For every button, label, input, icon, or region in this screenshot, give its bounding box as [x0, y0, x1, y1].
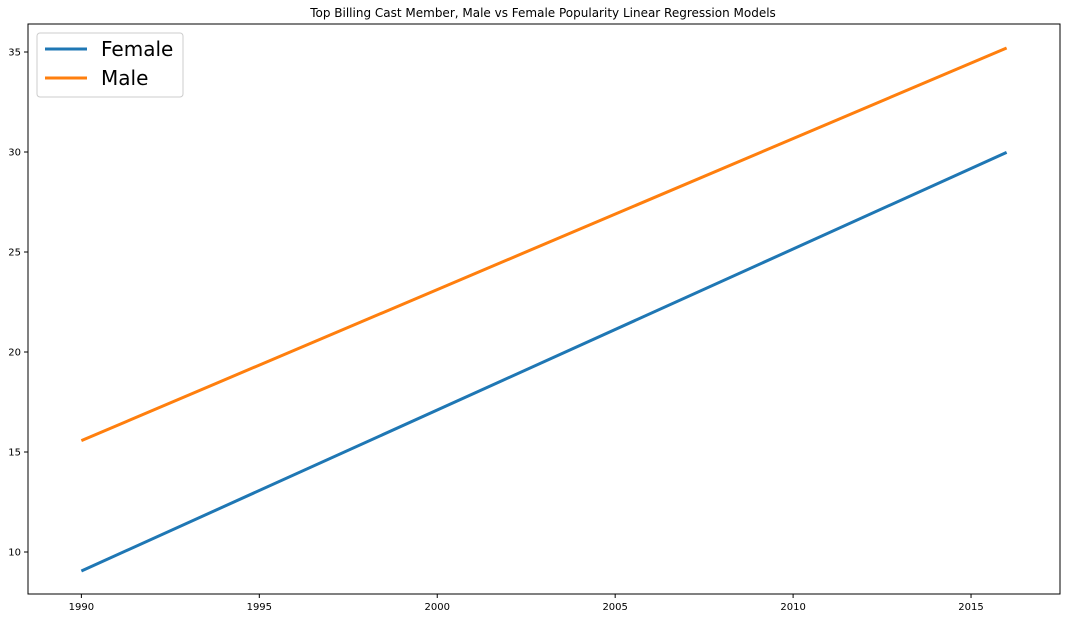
series-line-male [80, 46, 1008, 442]
x-tick-label: 2005 [602, 602, 627, 613]
plot-background [28, 24, 1060, 594]
series-layer [80, 46, 1008, 573]
y-tick-label: 30 [8, 148, 21, 159]
y-tick-label: 25 [8, 248, 21, 259]
plot-area [28, 24, 1060, 594]
x-tick-label: 1995 [247, 602, 272, 613]
x-tick-label: 2010 [780, 602, 805, 613]
y-tick-label: 10 [8, 548, 21, 559]
plot-frame [27, 23, 1061, 595]
chart-title: Top Billing Cast Member, Male vs Female … [309, 6, 776, 20]
y-tick-label: 15 [8, 448, 21, 459]
legend-label-female: Female [101, 37, 173, 61]
series-line-female [80, 151, 1008, 573]
legend-label-male: Male [101, 66, 148, 90]
y-tick-label: 20 [8, 348, 21, 359]
x-axis: 1990 1995 2000 2005 2010 2015 [69, 594, 984, 613]
y-axis: 10 15 20 25 30 35 [8, 48, 28, 559]
legend: Female Male [36, 32, 184, 98]
x-tick-label: 2015 [958, 602, 983, 613]
x-tick-label: 2000 [425, 602, 450, 613]
x-tick-label: 1990 [69, 602, 94, 613]
y-tick-label: 35 [8, 48, 21, 59]
